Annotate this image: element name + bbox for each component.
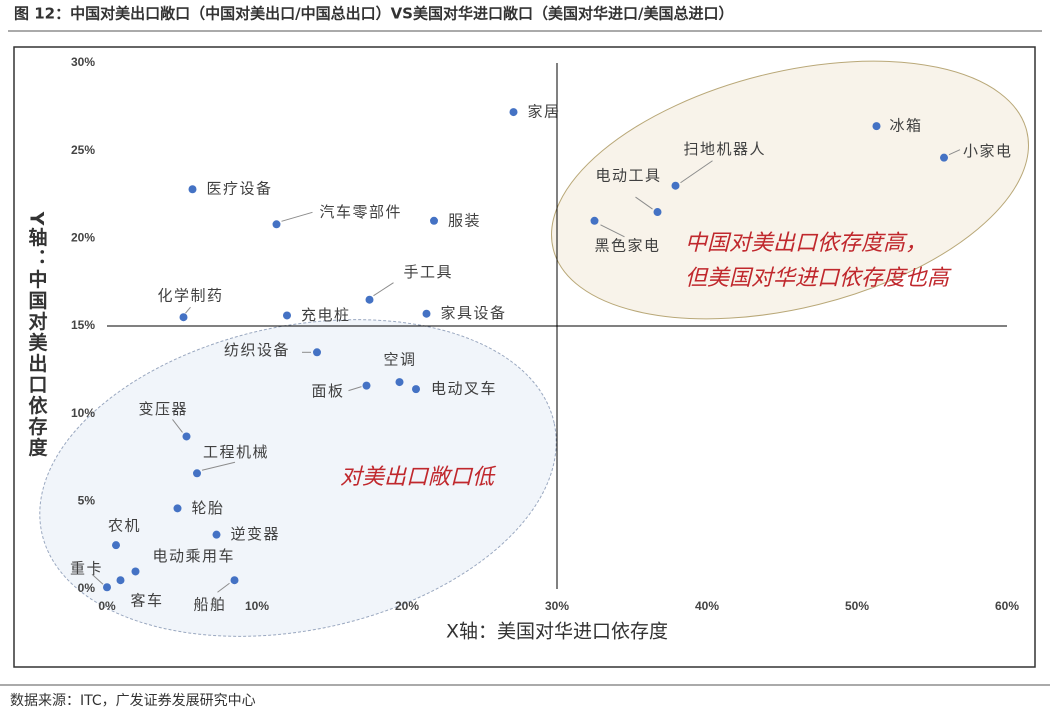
x-tick-label: 0%	[98, 599, 116, 613]
chart-title: 图 12：中国对美出口敞口（中国对美出口/中国总出口）VS美国对华进口敞口（美国…	[14, 5, 733, 23]
point-label: 工程机械	[203, 443, 269, 461]
point	[131, 567, 140, 576]
y-tick-label: 30%	[71, 55, 95, 69]
leader-line	[91, 573, 104, 585]
point	[362, 381, 371, 390]
point-label: 扫地机器人	[684, 140, 767, 158]
y-tick-label: 5%	[78, 494, 96, 508]
point	[193, 469, 201, 478]
leader-line	[635, 196, 653, 210]
point-label: 电动叉车	[431, 380, 497, 398]
y-tick-label: 20%	[71, 231, 95, 245]
point-label: 面板	[312, 382, 345, 400]
leader-line	[348, 386, 362, 392]
point-label: 手工具	[404, 263, 454, 281]
point-label: 家具设备	[441, 304, 507, 322]
point-label: 服装	[448, 211, 481, 229]
point-label: 汽车零部件	[320, 203, 403, 221]
point-label: 客车	[131, 592, 164, 610]
leader-line	[680, 160, 713, 184]
x-tick-label: 20%	[395, 599, 419, 613]
leader-line	[201, 461, 236, 471]
x-tick-label: 50%	[845, 599, 869, 613]
point	[313, 348, 321, 357]
y-tick-label: 10%	[71, 406, 95, 420]
chart-frame	[13, 46, 1036, 668]
y-tick-label: 0%	[78, 581, 96, 595]
point-label: 冰箱	[890, 117, 923, 135]
point-label: 小家电	[963, 142, 1013, 160]
leader-line	[172, 419, 183, 433]
point	[272, 220, 281, 229]
leader-line	[185, 306, 191, 314]
x-tick-label: 30%	[545, 599, 569, 613]
low-region	[39, 319, 557, 637]
leader-line	[600, 224, 625, 238]
point	[671, 181, 680, 190]
leader-line	[373, 282, 394, 297]
point	[653, 208, 662, 217]
point-label: 重卡	[70, 560, 103, 578]
y-tick-label: 25%	[71, 143, 95, 157]
point-label: 农机	[108, 517, 141, 535]
leader-line	[281, 211, 313, 222]
annotation: 中国对美出口依存度高，	[685, 231, 927, 256]
y-tick-label: 15%	[71, 318, 95, 332]
point	[430, 216, 438, 225]
point	[112, 541, 120, 550]
x-tick-label: 40%	[695, 599, 719, 613]
point	[212, 530, 221, 539]
x-tick-label: 60%	[995, 599, 1019, 613]
x-tick-label: 10%	[245, 599, 269, 613]
point-label: 逆变器	[231, 525, 281, 543]
point	[230, 576, 239, 585]
annotation: 对美出口敞口低	[340, 465, 497, 490]
point	[188, 185, 197, 194]
point	[365, 295, 374, 304]
point	[509, 108, 518, 117]
point-label: 电动工具	[596, 167, 662, 185]
point-label: 化学制药	[158, 287, 224, 305]
point	[182, 432, 191, 441]
point-label: 家居	[528, 103, 561, 121]
point	[283, 311, 291, 320]
annotation: 但美国对华进口依存度也高	[685, 266, 952, 291]
point-label: 充电桩	[301, 306, 351, 324]
point-label: 轮胎	[192, 499, 225, 517]
point	[412, 385, 420, 394]
leader-line	[217, 582, 230, 593]
point	[872, 122, 881, 131]
point	[395, 378, 404, 387]
point	[103, 583, 111, 592]
point	[422, 309, 431, 318]
point-label: 纺织设备	[224, 341, 290, 359]
x-axis-label: X轴：美国对华进口依存度	[446, 621, 668, 643]
point	[179, 313, 188, 322]
leader-line	[948, 149, 961, 156]
point-label: 医疗设备	[207, 180, 273, 198]
y-axis-label: Y轴：中国对美出口依存度	[26, 211, 48, 459]
point-label: 电动乘用车	[153, 547, 236, 565]
point	[173, 504, 182, 513]
point-label: 变压器	[139, 400, 189, 418]
point-label: 黑色家电	[595, 236, 661, 254]
point	[116, 576, 125, 585]
source: 数据来源：ITC，广发证券发展研究中心	[10, 693, 256, 709]
point-label: 空调	[384, 351, 417, 369]
point-label: 船舶	[194, 596, 227, 614]
point	[590, 216, 599, 225]
high-region	[551, 60, 1029, 320]
point	[940, 153, 948, 162]
